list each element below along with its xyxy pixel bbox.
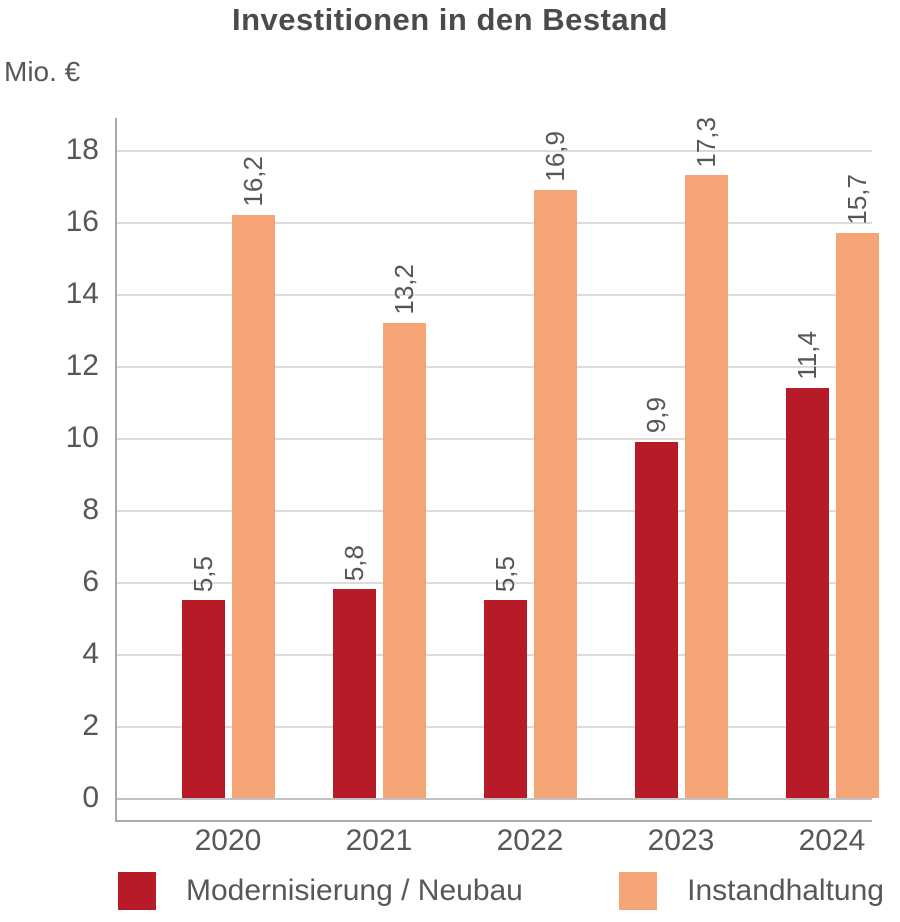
y-tick-label: 12 xyxy=(65,349,99,382)
bar-2023-instandhaltung xyxy=(684,175,728,798)
y-tick-label: 10 xyxy=(65,421,99,454)
y-tick-label: 16 xyxy=(65,205,99,238)
bar-2022-modernisierung-neubau xyxy=(483,600,527,798)
y-tick-label: 18 xyxy=(65,133,99,166)
x-tick-label: 2020 xyxy=(194,824,262,857)
legend-swatch-modernisierung-neubau xyxy=(118,872,156,910)
bar-2021-modernisierung-neubau xyxy=(332,589,376,798)
bar-value-label: 11,4 xyxy=(792,330,822,380)
y-tick-label: 4 xyxy=(82,637,99,670)
bar-2020-instandhaltung xyxy=(231,214,275,798)
bar-2021-instandhaltung xyxy=(382,322,426,798)
bar-value-label: 16,9 xyxy=(540,131,570,182)
bar-value-label: 17,3 xyxy=(691,116,721,168)
bar-2022-instandhaltung xyxy=(533,189,577,798)
y-tick-label: 0 xyxy=(82,781,99,814)
legend: Modernisierung / Neubau Instandhaltung xyxy=(118,872,884,910)
bar-value-label: 9,9 xyxy=(641,397,671,434)
legend-label: Modernisierung / Neubau xyxy=(186,874,523,907)
x-tick-label: 2021 xyxy=(345,824,413,857)
x-tick-label: 2024 xyxy=(798,824,866,857)
x-axis-baseline xyxy=(117,798,872,800)
x-tick-label: 2023 xyxy=(647,824,715,857)
bar-2023-modernisierung-neubau xyxy=(634,441,678,798)
chart-title: Investitionen in den Bestand xyxy=(232,2,668,37)
legend-item-modernisierung-neubau: Modernisierung / Neubau xyxy=(118,872,523,910)
bar-2024-modernisierung-neubau xyxy=(785,387,829,798)
bar-value-label: 5,8 xyxy=(339,545,369,582)
gridline xyxy=(117,438,872,440)
y-tick-label: 6 xyxy=(82,565,99,598)
y-tick-label: 14 xyxy=(65,277,99,310)
bar-2024-instandhaltung xyxy=(835,232,879,798)
y-axis-unit-label: Mio. € xyxy=(4,56,81,87)
bar-2020-modernisierung-neubau xyxy=(181,600,225,798)
y-tick-label: 8 xyxy=(82,493,99,526)
y-tick-label: 2 xyxy=(82,709,99,742)
bar-value-label: 15,7 xyxy=(842,174,872,225)
x-tick-label: 2022 xyxy=(496,824,564,857)
legend-item-instandhaltung: Instandhaltung xyxy=(619,872,884,910)
gridline xyxy=(117,294,872,296)
legend-label: Instandhaltung xyxy=(687,874,884,907)
plot-area: 0 2 4 6 8 10 12 14 16 18 2020 5,5 16,2 2021 5,8 13,2 202… xyxy=(66,116,879,857)
gridline xyxy=(117,222,872,224)
gridline xyxy=(117,366,872,368)
gridline xyxy=(117,150,872,152)
bar-value-label: 5,5 xyxy=(490,555,520,592)
legend-swatch-instandhaltung xyxy=(619,872,658,910)
bar-value-label: 13,2 xyxy=(389,264,419,315)
gridline xyxy=(117,582,872,584)
bar-value-label: 5,5 xyxy=(188,555,218,592)
bar-value-label: 16,2 xyxy=(238,156,268,207)
gridline xyxy=(117,510,872,512)
